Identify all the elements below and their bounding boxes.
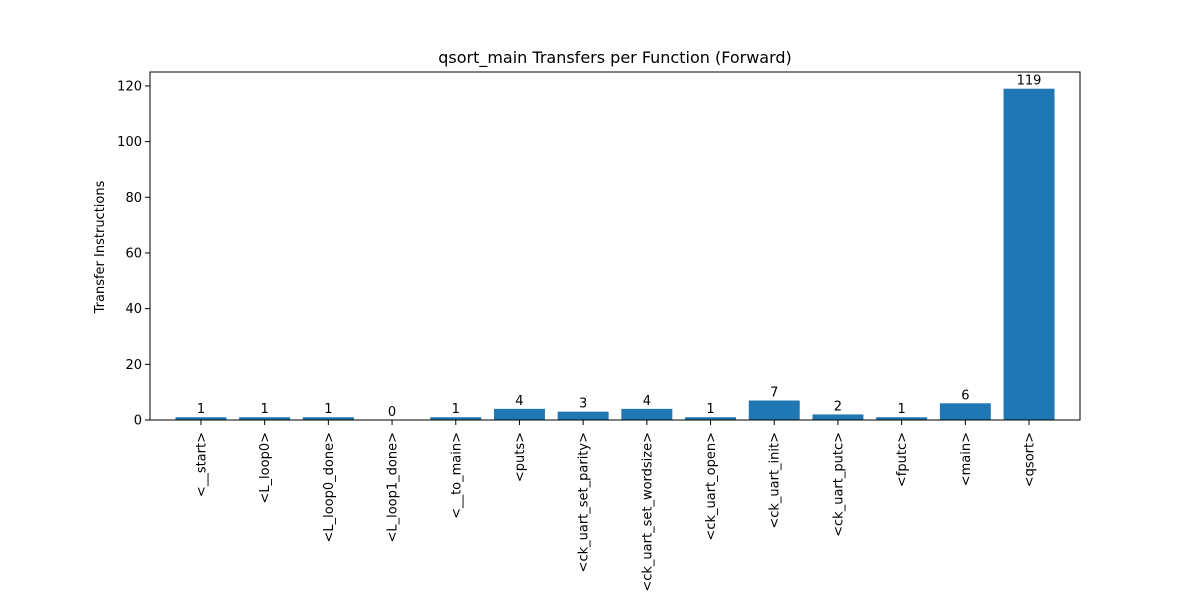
bar [939, 403, 991, 420]
x-tick-label: <qsort> [1023, 432, 1038, 487]
bar [175, 417, 227, 420]
bar [430, 417, 482, 420]
y-tick-label: 0 [134, 414, 142, 429]
bar-value-label: 3 [579, 397, 587, 412]
x-tick-label: <ck_uart_open> [704, 432, 719, 541]
x-tick-label: <L_loop0_done> [322, 432, 337, 543]
x-tick-label: <L_loop1_done> [386, 432, 401, 543]
bar-value-label: 1 [706, 402, 714, 417]
y-axis-label: Transfer Instructions [93, 180, 108, 314]
bar [302, 417, 354, 420]
bar-value-label: 1 [898, 402, 906, 417]
bar-value-label: 4 [515, 394, 523, 409]
bar-value-label: 6 [961, 388, 969, 403]
bar-value-label: 0 [388, 405, 396, 420]
x-tick-label: <main> [959, 432, 974, 486]
bar [239, 417, 291, 420]
bar [685, 417, 737, 420]
y-tick-label: 100 [117, 135, 142, 150]
bar-value-label: 7 [770, 386, 778, 401]
y-tick-label: 40 [125, 302, 142, 317]
bar-value-label: 1 [324, 402, 332, 417]
bar-value-label: 2 [834, 399, 842, 414]
x-tick-label: <ck_uart_set_wordsize> [640, 432, 655, 592]
bar [876, 417, 928, 420]
bar [748, 400, 800, 420]
chart-title: qsort_main Transfers per Function (Forwa… [438, 48, 792, 68]
x-tick-label: <__start> [194, 432, 209, 497]
plot-area: 0204060801001201<__start>1<L_loop0>1<L_l… [117, 74, 1055, 592]
x-tick-label: <ck_uart_putc> [831, 432, 846, 537]
bar [621, 408, 673, 420]
y-tick-label: 80 [125, 191, 142, 206]
bar-value-label: 119 [1017, 74, 1042, 89]
x-tick-label: <fputc> [895, 432, 910, 487]
y-tick-label: 60 [125, 246, 142, 261]
bar-value-label: 1 [261, 402, 269, 417]
x-tick-label: <L_loop0> [258, 432, 273, 504]
y-tick-label: 120 [117, 79, 142, 94]
x-tick-label: <__to_main> [449, 432, 464, 519]
plot-frame [149, 71, 1081, 421]
x-tick-label: <ck_uart_init> [768, 432, 783, 529]
x-tick-label: <ck_uart_set_parity> [577, 432, 592, 572]
x-tick-label: <puts> [513, 432, 528, 482]
bar-value-label: 1 [452, 402, 460, 417]
bar-value-label: 1 [197, 402, 205, 417]
bar [812, 414, 864, 420]
y-tick-label: 20 [125, 358, 142, 373]
bar-value-label: 4 [643, 394, 651, 409]
bar [493, 408, 545, 420]
bar [557, 411, 609, 420]
bar [1003, 88, 1055, 420]
